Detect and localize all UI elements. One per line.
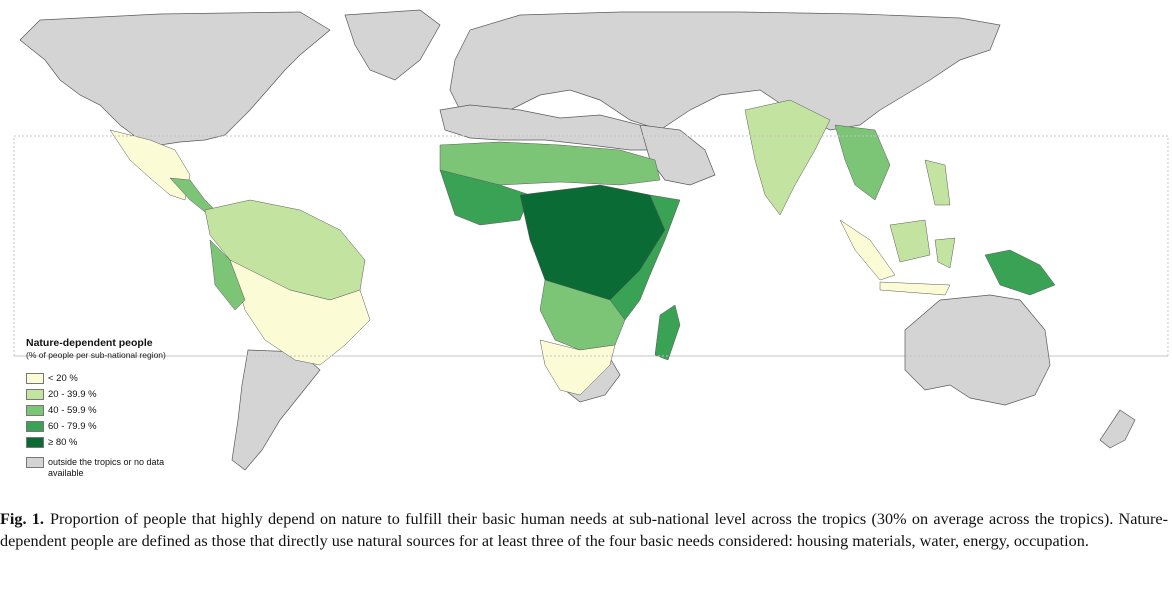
legend-swatch <box>26 457 44 468</box>
madagascar-region <box>654 304 681 361</box>
figure-label: Fig. 1. <box>0 510 44 528</box>
legend-title: Nature-dependent people <box>26 337 153 349</box>
legend-item-class-5: ≥ 80 % <box>26 434 236 450</box>
greenland-land <box>344 9 441 81</box>
legend-label: outside the tropics or no data available <box>48 457 165 478</box>
caption-text: Proportion of people that highly depend … <box>0 510 1168 550</box>
eurasia-land <box>449 11 1001 131</box>
andes-region <box>209 239 246 311</box>
legend-item-class-1: < 20 % <box>26 370 236 386</box>
new-guinea-region <box>984 249 1056 296</box>
legend-subtitle: (% of people per sub-national region) <box>26 350 166 360</box>
india-region <box>744 99 831 216</box>
figure-caption: Fig. 1. Proportion of people that highly … <box>0 508 1168 552</box>
legend-items: < 20 % 20 - 39.9 % 40 - 59.9 % 60 - 79.9… <box>26 370 236 479</box>
south-america-central-region <box>229 259 371 366</box>
legend-label: ≥ 80 % <box>48 436 78 448</box>
southern-africa-region <box>539 339 616 396</box>
legend-label: < 20 % <box>48 372 78 384</box>
legend-label: 40 - 59.9 % <box>48 404 97 416</box>
legend-item-class-2: 20 - 39.9 % <box>26 386 236 402</box>
world-map <box>13 9 1169 471</box>
sulawesi-region <box>934 237 956 269</box>
java-region <box>879 281 951 296</box>
tropical-regions <box>109 99 1056 396</box>
mexico-region <box>109 129 191 201</box>
legend-label: 60 - 79.9 % <box>48 420 97 432</box>
new-zealand-land <box>1099 409 1136 449</box>
legend-swatch <box>26 420 44 432</box>
east-africa-region <box>609 194 681 321</box>
north-america-land <box>19 11 331 146</box>
legend-swatch <box>26 372 44 384</box>
west-africa-region <box>439 169 531 226</box>
legend-item-no-data: outside the tropics or no data available <box>26 457 236 479</box>
legend-swatch <box>26 436 44 448</box>
map-legend: Nature-dependent people (% of people per… <box>26 337 236 479</box>
southeast-asia-region <box>834 124 891 201</box>
philippines-region <box>924 159 951 206</box>
australia-land <box>904 294 1051 406</box>
sumatra-region <box>839 219 896 281</box>
legend-label: 20 - 39.9 % <box>48 388 97 400</box>
legend-swatch <box>26 388 44 400</box>
borneo-region <box>889 219 931 263</box>
legend-item-class-4: 60 - 79.9 % <box>26 418 236 434</box>
legend-swatch <box>26 404 44 416</box>
southern-south-america-land <box>231 349 321 471</box>
legend-item-class-3: 40 - 59.9 % <box>26 402 236 418</box>
north-africa-land <box>439 104 661 151</box>
non-tropical-land <box>19 9 1136 471</box>
